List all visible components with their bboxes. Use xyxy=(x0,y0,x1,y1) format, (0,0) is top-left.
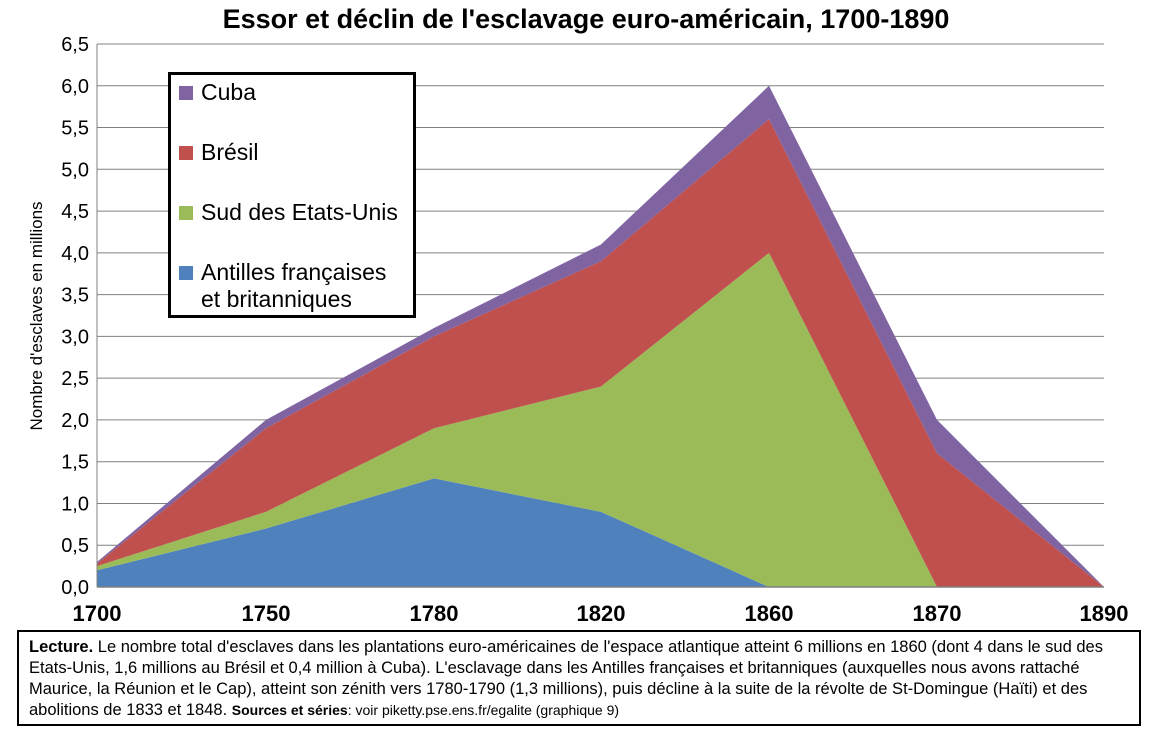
area-series xyxy=(97,85,1104,588)
legend-swatch xyxy=(179,266,193,280)
x-tick-label: 1890 xyxy=(1080,601,1129,626)
y-tick-label: 3,5 xyxy=(61,285,89,307)
x-tick-label: 1860 xyxy=(745,601,794,626)
legend-item: Sud des Etats-Unis xyxy=(179,199,398,226)
legend-item: Antilles françaises et britanniques xyxy=(179,259,386,313)
legend-label: Sud des Etats-Unis xyxy=(201,199,398,225)
legend-label: Antilles françaises et britanniques xyxy=(201,259,387,312)
legend-item: Brésil xyxy=(179,139,259,166)
x-tick-label: 1780 xyxy=(410,601,459,626)
x-tick-labels: 1700 1750 1780 1820 1860 1870 1890 xyxy=(73,601,1129,626)
legend-item: Cuba xyxy=(179,79,256,106)
y-tick-label: 6,0 xyxy=(61,76,89,98)
x-tick-label: 1870 xyxy=(913,601,962,626)
axes xyxy=(96,44,1104,588)
y-tick-label: 2,0 xyxy=(61,410,89,432)
caption-text: Le nombre total d'esclaves dans les plan… xyxy=(29,638,1103,719)
y-tick-labels: 0,0 0,5 1,0 1,5 2,0 2,5 3,0 3,5 4,0 4,5 5,0 5,5 6,0 6… xyxy=(61,34,89,599)
area-br-sil xyxy=(97,119,1104,587)
y-tick-label: 1,5 xyxy=(61,452,89,474)
legend-swatch xyxy=(179,206,193,220)
area-antilles-fran-aises-et-britanniques xyxy=(97,478,1104,587)
y-tick-label: 4,0 xyxy=(61,243,89,265)
chart-title: Essor et déclin de l'esclavage euro-amér… xyxy=(222,4,950,34)
y-tick-label: 4,5 xyxy=(61,201,89,223)
y-tick-label: 5,5 xyxy=(61,118,89,140)
y-tick-label: 3,0 xyxy=(61,326,89,348)
caption-sources-text: : voir piketty.pse.ens.fr/egalite (graph… xyxy=(347,702,620,718)
caption-box: Lecture. Le nombre total d'esclaves dans… xyxy=(17,630,1141,726)
legend: Cuba Brésil Sud des Etats-Unis Antilles fra… xyxy=(168,72,416,318)
y-tick-label: 0,5 xyxy=(61,535,89,557)
x-tick-label: 1750 xyxy=(242,601,291,626)
legend-label: Cuba xyxy=(201,79,256,105)
y-axis-label: Nombre d'esclaves en millions xyxy=(27,201,46,430)
y-tick-label: 1,0 xyxy=(61,493,89,515)
y-tick-label: 6,5 xyxy=(61,34,89,56)
legend-swatch xyxy=(179,86,193,100)
caption-lead: Lecture. xyxy=(29,638,94,656)
x-tick-label: 1820 xyxy=(577,601,626,626)
y-tick-label: 0,0 xyxy=(61,577,89,599)
legend-swatch xyxy=(179,146,193,160)
legend-label: Brésil xyxy=(201,139,259,165)
y-tick-label: 2,5 xyxy=(61,368,89,390)
area-sud-des-etats-unis xyxy=(97,252,1104,587)
caption-sources-label: Sources et séries xyxy=(231,702,348,718)
y-tick-label: 5,0 xyxy=(61,159,89,181)
x-tick-label: 1700 xyxy=(73,601,122,626)
